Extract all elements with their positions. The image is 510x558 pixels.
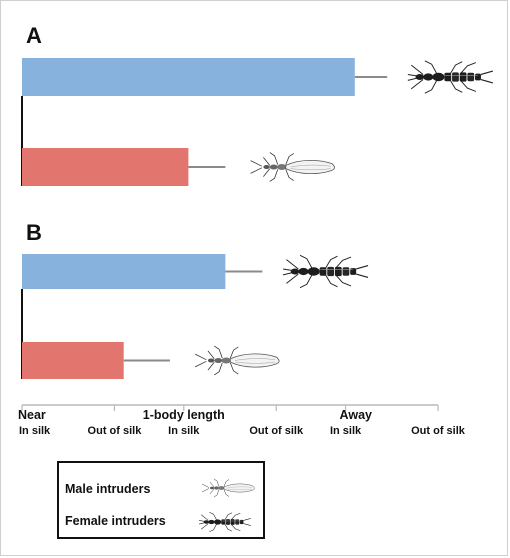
x-tick-label-minor: Out of silk [411,425,466,437]
panel-label-b: B [26,220,42,245]
dark-wingless-insect-icon [198,511,252,533]
x-tick-label-minor: In silk [19,425,51,437]
x-tick-label-major: 1-body length [143,408,225,422]
bar-b-female [22,254,226,289]
x-tick-label-minor: Out of silk [249,425,304,437]
legend: Male intruders Female intruders [57,461,265,539]
x-tick-label-major: Near [18,408,46,422]
x-tick-label-minor: Out of silk [88,425,143,437]
bar-a-female [22,58,355,96]
legend-item-female: Female intruders [65,511,166,531]
x-tick-label-minor: In silk [168,425,200,437]
legend-label-male: Male intruders [65,482,151,496]
x-tick-label-minor: In silk [330,425,362,437]
pale-winged-insect-icon [250,152,335,182]
panel-label-a: A [26,23,42,48]
dark-wingless-insect-icon [282,254,369,289]
x-tick-label-major: Away [340,408,372,422]
legend-item-male: Male intruders [65,479,150,499]
bar-chart: A B Near 1-body length Away In silk Out of sil… [18,23,494,437]
pale-winged-insect-icon [201,478,255,498]
dark-wingless-insect-icon [407,60,494,94]
pale-winged-insect-icon [194,345,280,376]
bar-b-male [22,342,124,379]
bar-a-male [22,148,189,186]
legend-label-female: Female intruders [65,514,166,528]
